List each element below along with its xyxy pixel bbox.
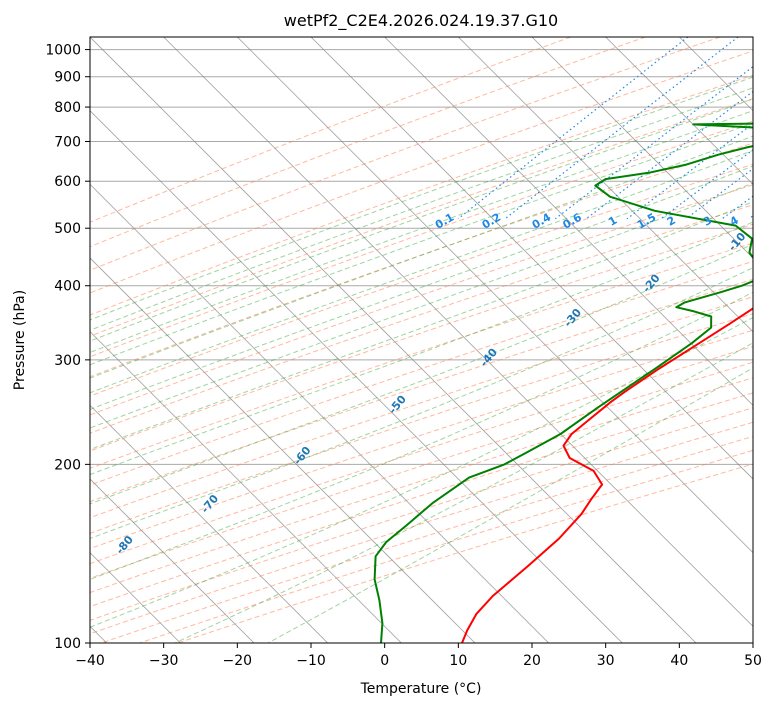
- dry-adiabat-label: -80: [113, 533, 136, 557]
- y-tick-label: 1000: [45, 43, 81, 59]
- plot-frame: [89, 36, 754, 644]
- y-tick-label: 900: [54, 70, 81, 86]
- isotherm-line: [458, 37, 753, 333]
- plot-area: 0.10.20.40.611.52346810131620253036-100-…: [31, 37, 775, 643]
- moist-adiabat-line: [90, 291, 753, 580]
- moist-adiabats: [90, 76, 753, 643]
- dry-adiabat-line: [90, 163, 753, 397]
- x-axis-label: Temperature (°C): [360, 681, 482, 697]
- overlay-line-labels: 0.10.20.40.611.52346810131620253036-100-…: [31, 211, 775, 595]
- x-tick-label: −20: [223, 653, 253, 669]
- isotherm-line: [531, 37, 753, 259]
- dry-adiabats: [90, 37, 753, 643]
- mixing-ratio-line: [660, 149, 753, 220]
- mixing-ratio-line: [457, 37, 689, 220]
- isotherm-line: [237, 37, 753, 554]
- dry-adiabat-line: [90, 184, 753, 416]
- moist-adiabat-line: [90, 316, 753, 628]
- dry-adiabat-line: [90, 278, 753, 503]
- x-tick-label: 10: [449, 653, 467, 669]
- mixing-ratio-label: 2: [665, 214, 678, 229]
- dry-adiabat-line: [90, 313, 753, 534]
- dry-adiabat-line: [90, 37, 721, 271]
- x-tick-label: 30: [597, 653, 615, 669]
- isotherm-line: [90, 404, 328, 643]
- x-tick-label: 40: [670, 653, 688, 669]
- isotherm-line: [90, 110, 623, 643]
- chart-title: wetPf2_C2E4.2026.024.19.37.G10: [284, 11, 558, 31]
- moist-adiabat-line: [267, 367, 753, 643]
- dry-adiabat-line: [90, 392, 753, 608]
- moist-adiabat-line: [90, 98, 753, 342]
- y-tick-label: 300: [54, 353, 81, 369]
- x-tick-label: −40: [75, 653, 105, 669]
- dry-adiabat-line: [177, 463, 753, 643]
- dry-adiabat-line: [90, 37, 646, 248]
- y-tick-label: 800: [54, 100, 81, 116]
- y-tick-label: 600: [54, 174, 81, 190]
- isotherm-line: [90, 257, 476, 643]
- y-tick-label: 200: [54, 457, 81, 473]
- skewed-isotherm-grid: [90, 37, 753, 643]
- isotherm-line: [90, 37, 697, 643]
- isotherm-line: [605, 37, 753, 185]
- mixing-ratio-label: 6: [766, 213, 775, 228]
- moist-adiabat-line: [90, 149, 753, 394]
- isotherm-line: [90, 478, 255, 643]
- isobar-grid: [90, 49, 753, 643]
- x-tick-label: 50: [744, 653, 762, 669]
- dry-adiabat-line: [139, 449, 753, 643]
- dry-adiabat-line: [90, 120, 753, 358]
- mixing-ratio-lines: [457, 37, 753, 220]
- dewpoint-profile-line: [373, 122, 753, 643]
- y-tick-label: 500: [54, 221, 81, 237]
- dry-adiabat-label: -90: [31, 571, 54, 595]
- y-tick-label: 100: [54, 636, 81, 652]
- x-tick-label: 0: [380, 653, 389, 669]
- moist-adiabat-line: [90, 201, 753, 451]
- dry-adiabat-label: -30: [561, 306, 584, 330]
- x-axis-ticks: −40 −30 −20 −10 0 10 20 30 40 50: [75, 643, 762, 669]
- moist-adiabat-line: [174, 342, 753, 643]
- dry-adiabat-line: [90, 204, 753, 434]
- sounding-profiles: [373, 122, 753, 643]
- isotherm-line: [752, 37, 753, 38]
- x-tick-label: −10: [296, 653, 326, 669]
- isotherm-line: [384, 37, 753, 406]
- y-tick-label: 700: [54, 134, 81, 150]
- dry-adiabat-line: [90, 361, 753, 579]
- isotherm-line: [163, 37, 753, 627]
- dry-adiabat-line: [90, 345, 753, 565]
- isotherm-line: [310, 37, 753, 480]
- dry-adiabat-line: [90, 142, 753, 378]
- dry-adiabat-line: [90, 37, 571, 223]
- mixing-ratio-label: 1: [606, 214, 619, 229]
- isotherm-line: [90, 183, 549, 643]
- y-axis-label: Pressure (hPa): [12, 290, 28, 390]
- x-tick-label: 20: [523, 653, 541, 669]
- dry-adiabat-line: [90, 377, 753, 594]
- dry-adiabat-label: -70: [199, 492, 222, 516]
- mixing-ratio-line: [626, 122, 753, 220]
- dry-adiabat-line: [90, 242, 753, 469]
- isotherm-line: [90, 331, 402, 643]
- dry-adiabat-line: [90, 329, 753, 550]
- temperature-profile-line: [461, 307, 753, 643]
- moist-adiabat-line: [90, 182, 753, 429]
- mixing-ratio-label: 4: [728, 213, 741, 228]
- isotherm-line: [679, 37, 753, 112]
- x-tick-label: −30: [149, 653, 179, 669]
- moist-adiabat-line: [90, 165, 753, 410]
- y-axis-ticks: 100 200 300 400 500 600 700 800 900 1000: [45, 43, 90, 652]
- mixing-ratio-line: [554, 65, 753, 220]
- y-tick-label: 400: [54, 279, 81, 295]
- dry-adiabat-line: [90, 407, 753, 621]
- mixing-ratio-line: [504, 37, 739, 220]
